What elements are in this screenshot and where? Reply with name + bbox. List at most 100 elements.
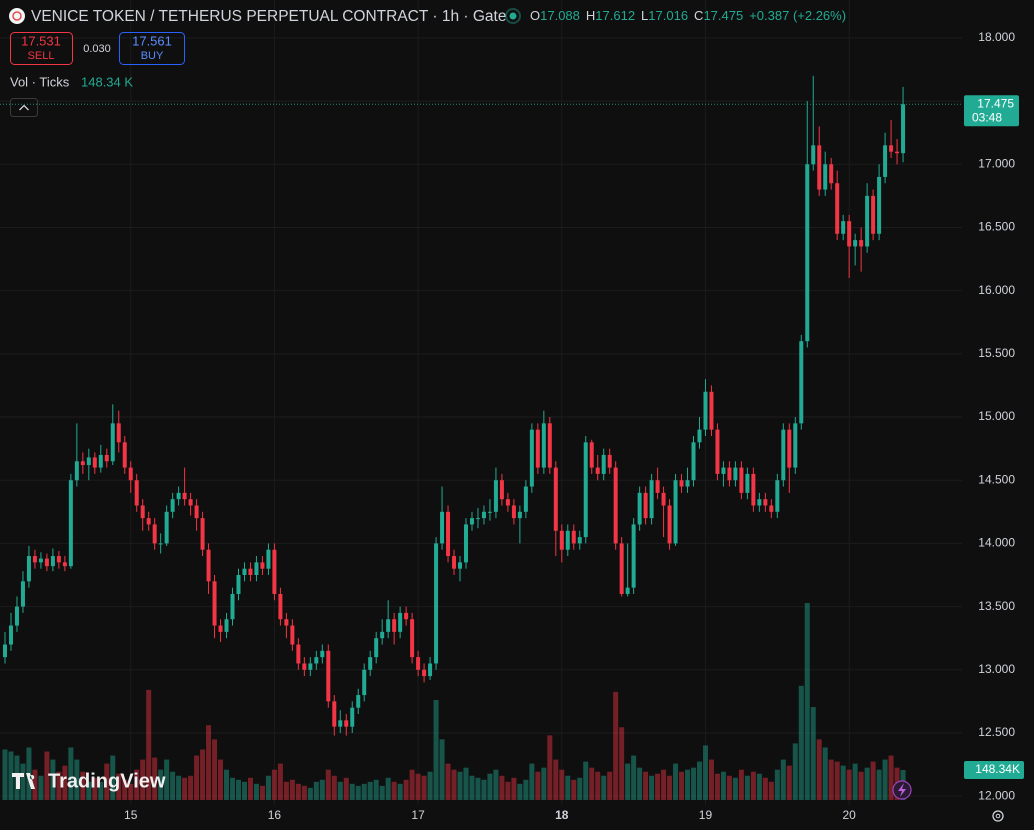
volume-bar (152, 757, 158, 800)
buy-button[interactable] (119, 32, 185, 65)
volume-bar (493, 769, 499, 800)
chart-title: VENICE TOKEN / TETHERUS PERPETUAL CONTRA… (31, 8, 506, 25)
candle-body (386, 619, 391, 632)
settings-icon[interactable] (992, 810, 1004, 822)
candle-body (553, 467, 558, 531)
candle-body (739, 467, 744, 493)
volume-bar (714, 773, 720, 800)
candle-body (344, 720, 349, 727)
candle-body (332, 701, 337, 727)
candle-body (853, 240, 858, 247)
candle-body (452, 556, 457, 569)
volume-bar (289, 779, 295, 800)
candle-body (308, 663, 313, 670)
buy-price[interactable]: 17.561 (132, 33, 172, 48)
volume-bar (170, 771, 176, 800)
volume-bar (619, 727, 625, 800)
last-price-label: 17.475 (977, 96, 1014, 110)
volume-tag (964, 761, 1024, 780)
volume-bar (409, 769, 415, 800)
volume-bar (158, 769, 164, 800)
collapse-icon[interactable] (19, 104, 29, 111)
candle-body (787, 429, 792, 468)
candle-body (176, 492, 181, 500)
volume-bar (852, 763, 858, 800)
brand-name[interactable]: TradingView (48, 770, 166, 792)
volume-bar (535, 771, 541, 800)
volume-bar (445, 763, 451, 800)
volume-bar (182, 777, 188, 800)
candle-body (314, 657, 319, 664)
brand-logo[interactable]: TradingView (12, 770, 166, 792)
candle-body (631, 524, 636, 588)
candle-body (523, 486, 528, 512)
volume-bar (750, 771, 756, 800)
candle-body (547, 423, 552, 468)
volume-bar (80, 771, 86, 800)
candle-body (601, 454, 606, 474)
candle-body (302, 663, 307, 670)
volume-bar (391, 781, 397, 800)
candle-body (709, 391, 714, 430)
volume-bar (475, 777, 481, 800)
sell-label[interactable]: SELL (28, 50, 55, 62)
volume-bar (786, 765, 792, 800)
candle-body (559, 530, 564, 550)
candle-body (3, 644, 7, 658)
candle-body (703, 391, 708, 430)
volume-bar (649, 775, 655, 800)
volume-bar (361, 783, 367, 800)
brand-mark[interactable] (12, 773, 35, 789)
volume-bar (541, 767, 547, 800)
candle-body (583, 442, 588, 538)
settings-icon-center[interactable] (995, 813, 1001, 819)
candle-body (272, 549, 277, 594)
volume-bar (469, 775, 475, 800)
volume-bar (349, 783, 355, 800)
volume-tag-label: 148.34K (975, 762, 1020, 776)
volume-bar (451, 769, 457, 800)
volume-bar (511, 777, 517, 800)
volume-bar (68, 747, 74, 800)
collapse-button[interactable] (10, 98, 38, 117)
volume-bar (20, 763, 26, 800)
candle-body (320, 650, 325, 658)
volume-bar (146, 689, 152, 800)
y-tick-label: 12.000 (978, 788, 1015, 802)
buy-label[interactable]: BUY (141, 50, 164, 62)
candle-body (248, 568, 253, 575)
volume-bar (529, 763, 535, 800)
ohlc-value: 17.016 (648, 8, 688, 23)
volume-bar (780, 759, 786, 800)
candle-body (877, 176, 882, 234)
volume-bar (726, 775, 732, 800)
y-tick-label: 14.000 (978, 536, 1015, 550)
volume-bar (655, 773, 661, 800)
sell-button[interactable] (10, 32, 73, 65)
volume-bar (756, 773, 762, 800)
candle-body (871, 195, 876, 234)
volume-bar (499, 775, 505, 800)
x-tick-label: 16 (268, 808, 282, 822)
volume-bar (691, 767, 697, 800)
sell-price[interactable]: 17.531 (21, 33, 61, 48)
candle-body (577, 537, 582, 544)
volume-title: Vol · Ticks (10, 74, 70, 89)
volume-bar (2, 749, 8, 800)
candle-body (296, 644, 301, 664)
candle-body (883, 145, 888, 177)
lightning-icon[interactable] (898, 783, 906, 797)
volume-bar (355, 785, 361, 800)
volume-bar (259, 785, 265, 800)
candle-body (26, 556, 31, 582)
candle-body (356, 695, 361, 708)
candle-body (817, 145, 822, 190)
candle-body (679, 480, 684, 487)
volume-bar (343, 777, 349, 800)
candle-body (128, 467, 133, 481)
volume-bar (888, 755, 894, 800)
volume-bar (858, 771, 864, 800)
candle-body (20, 581, 25, 607)
candle-body (14, 606, 19, 626)
candle-body (32, 556, 37, 563)
